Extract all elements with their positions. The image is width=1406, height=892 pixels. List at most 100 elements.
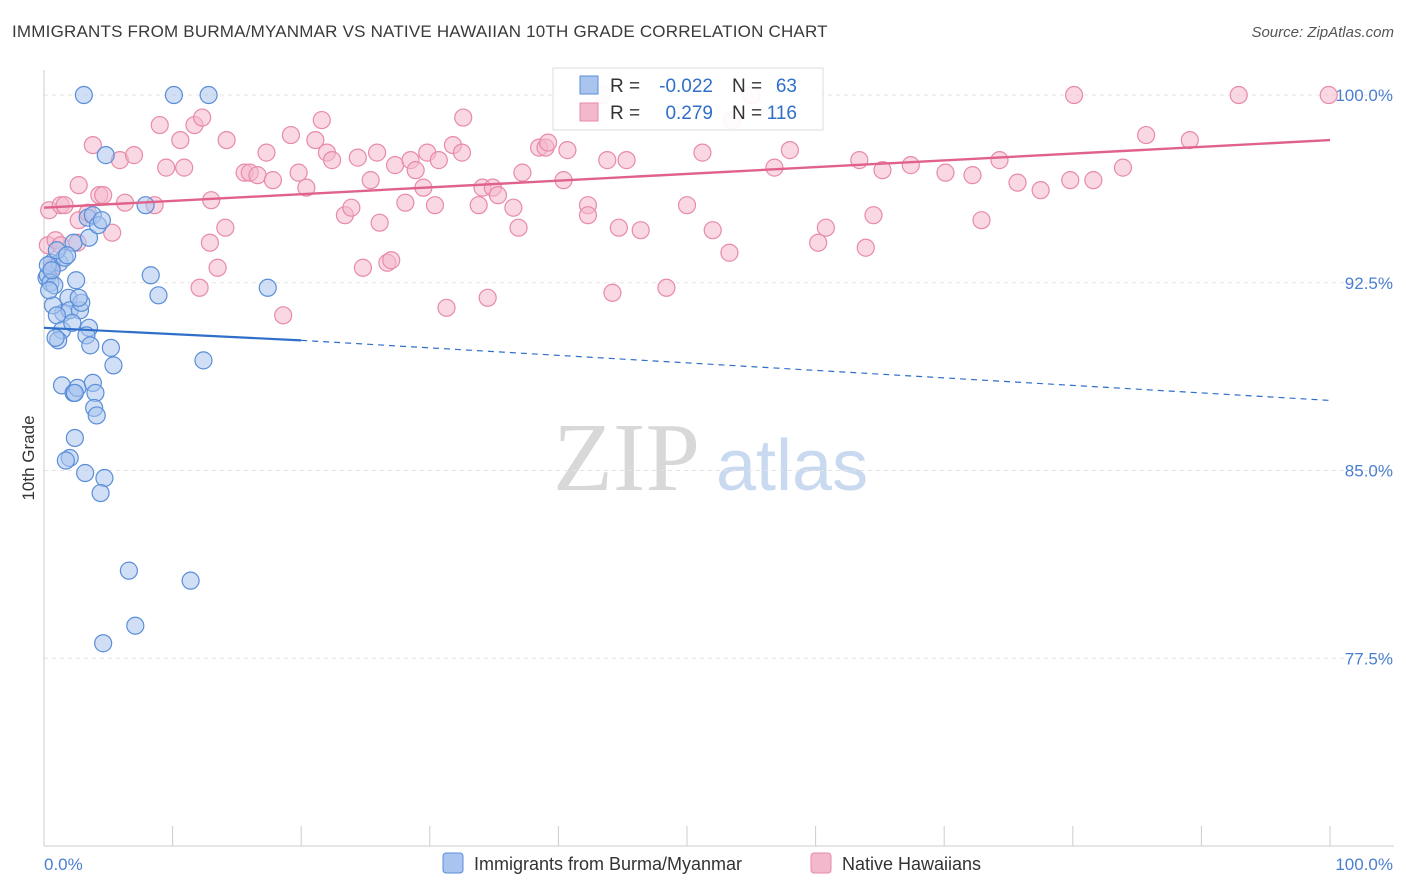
y-tick-labels: 77.5% 85.0% 92.5% 100.0% xyxy=(1335,86,1393,668)
data-point-native-hawaiian xyxy=(990,151,1009,170)
legend-swatch-pink xyxy=(579,102,599,122)
legend-swatch-blue xyxy=(579,75,599,95)
data-point-native-hawaiian xyxy=(370,213,389,232)
data-point-burma-myanmar xyxy=(126,616,145,635)
data-point-burma-myanmar xyxy=(92,211,111,230)
data-point-native-hawaiian xyxy=(171,130,190,150)
data-point-native-hawaiian xyxy=(1031,181,1050,200)
data-point-native-hawaiian xyxy=(1137,125,1156,145)
data-point-native-hawaiian xyxy=(809,233,828,252)
data-point-native-hawaiian xyxy=(657,278,676,297)
legend-n-value-1: 63 xyxy=(776,76,797,97)
data-point-native-hawaiian xyxy=(429,151,448,170)
watermark-atlas: atlas xyxy=(716,426,868,506)
data-point-burma-myanmar xyxy=(181,571,200,590)
data-point-native-hawaiian xyxy=(342,198,361,217)
bottom-legend-label-blue: Immigrants from Burma/Myanmar xyxy=(474,854,742,874)
data-point-native-hawaiian xyxy=(150,115,169,135)
x-tick-label-max: 100.0% xyxy=(1335,855,1393,874)
data-point-native-hawaiian xyxy=(816,218,835,237)
data-point-native-hawaiian xyxy=(83,135,102,155)
data-point-native-hawaiian xyxy=(289,163,308,182)
bottom-legend-swatch-pink xyxy=(810,852,832,874)
data-point-burma-myanmar xyxy=(149,286,168,305)
data-point-native-hawaiian xyxy=(469,196,488,215)
data-point-native-hawaiian xyxy=(963,166,982,185)
series-burma-myanmar xyxy=(37,85,277,653)
data-point-native-hawaiian xyxy=(972,211,991,230)
data-point-native-hawaiian xyxy=(780,141,799,160)
y-tick-label: 100.0% xyxy=(1335,86,1393,105)
trend-line-burma-dashed xyxy=(301,339,1331,402)
y-axis-label: 10th Grade xyxy=(19,415,38,500)
data-point-native-hawaiian xyxy=(217,130,236,150)
bottom-legend-label-pink: Native Hawaiians xyxy=(842,854,981,874)
data-point-burma-myanmar xyxy=(67,271,86,290)
data-point-native-hawaiian xyxy=(361,171,380,190)
data-point-native-hawaiian xyxy=(382,251,401,270)
bottom-legend-swatch-blue xyxy=(442,852,464,874)
data-point-native-hawaiian xyxy=(124,146,144,165)
data-point-native-hawaiian xyxy=(513,163,532,182)
data-point-native-hawaiian xyxy=(425,196,445,215)
data-point-native-hawaiian xyxy=(353,258,373,277)
data-point-native-hawaiian xyxy=(558,141,577,160)
data-point-native-hawaiian xyxy=(901,156,920,175)
data-point-native-hawaiian xyxy=(856,238,875,257)
legend-r-value-2: 0.279 xyxy=(665,103,713,124)
data-point-native-hawaiian xyxy=(281,125,301,145)
data-point-burma-myanmar xyxy=(86,383,105,403)
y-tick-label: 77.5% xyxy=(1345,649,1393,668)
data-point-native-hawaiian xyxy=(1064,85,1084,105)
data-point-burma-myanmar xyxy=(47,306,66,325)
data-point-native-hawaiian xyxy=(578,206,598,225)
data-point-native-hawaiian xyxy=(631,221,650,240)
data-point-native-hawaiian xyxy=(69,176,88,195)
legend-n-label-1: N = xyxy=(732,76,762,97)
data-point-native-hawaiian xyxy=(864,206,883,225)
trend-line-burma-solid xyxy=(43,326,302,342)
data-point-native-hawaiian xyxy=(720,243,739,262)
data-point-burma-myanmar xyxy=(91,483,110,503)
data-point-burma-myanmar xyxy=(58,246,77,265)
data-point-native-hawaiian xyxy=(297,178,316,197)
data-point-burma-myanmar xyxy=(74,85,93,105)
axes xyxy=(43,70,1394,847)
data-point-native-hawaiian xyxy=(406,161,425,180)
source-label: Source: ZipAtlas.com xyxy=(1251,24,1394,41)
data-point-native-hawaiian xyxy=(452,143,472,162)
data-point-burma-myanmar xyxy=(94,634,113,653)
data-point-native-hawaiian xyxy=(437,298,456,317)
data-point-native-hawaiian xyxy=(274,306,293,325)
data-point-burma-myanmar xyxy=(101,338,120,357)
data-point-burma-myanmar xyxy=(136,196,155,215)
data-point-native-hawaiian xyxy=(157,158,176,177)
data-point-native-hawaiian xyxy=(1229,85,1248,105)
data-point-native-hawaiian xyxy=(216,218,235,237)
data-point-burma-myanmar xyxy=(95,468,114,488)
data-point-burma-myanmar xyxy=(69,288,88,307)
legend-r-label-2: R = xyxy=(610,103,640,124)
trend-line-hawaiian xyxy=(43,138,1331,209)
data-point-native-hawaiian xyxy=(598,151,617,170)
data-point-native-hawaiian xyxy=(1061,171,1080,190)
legend-r-label-1: R = xyxy=(610,76,640,97)
stats-legend: R = -0.022 N = 63 R = 0.279 N = 116 xyxy=(552,67,824,131)
data-point-native-hawaiian xyxy=(1008,173,1027,192)
data-point-burma-myanmar xyxy=(87,406,106,425)
data-point-burma-myanmar xyxy=(65,383,84,403)
trend-lines xyxy=(43,138,1331,402)
data-point-native-hawaiian xyxy=(1084,171,1103,190)
data-point-native-hawaiian xyxy=(873,161,892,180)
data-point-native-hawaiian xyxy=(322,151,342,170)
watermark-zip: ZIP xyxy=(553,404,700,512)
data-point-native-hawaiian xyxy=(257,143,276,162)
data-point-native-hawaiian xyxy=(693,143,712,162)
data-point-burma-myanmar xyxy=(79,228,99,247)
data-point-native-hawaiian xyxy=(396,193,415,212)
x-tick-marks xyxy=(172,826,1331,846)
data-point-native-hawaiian xyxy=(175,158,194,177)
data-point-burma-myanmar xyxy=(63,313,82,332)
data-point-burma-myanmar xyxy=(258,278,277,297)
